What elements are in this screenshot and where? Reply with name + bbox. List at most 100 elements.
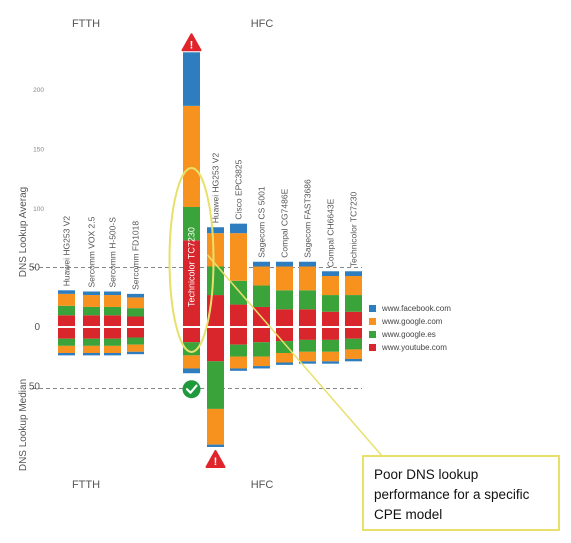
bar-segment-median — [183, 368, 200, 374]
bar-segment-average — [322, 311, 339, 326]
bar-segment-average — [345, 295, 362, 312]
y-axis-title-bottom: DNS Lookup Median — [18, 379, 29, 471]
bar-segment-average — [276, 309, 293, 326]
group-label-bottom-hfc: HFC — [251, 479, 274, 491]
category-label: Technicolor TC7230 — [349, 192, 359, 268]
bar-segment-median — [322, 361, 339, 364]
bar-segment-median — [299, 328, 316, 340]
bar-segment-average — [83, 306, 100, 316]
bar-segment-median — [299, 351, 316, 362]
bar-segment-average — [104, 306, 121, 316]
y-tick-label: 50 — [29, 263, 41, 274]
bar-segment-average — [183, 52, 200, 106]
category-label: Sercomm H-500-S — [108, 217, 118, 288]
bar-segment-median — [299, 361, 316, 364]
bar-segment-average — [104, 291, 121, 296]
bar-segment-median — [83, 328, 100, 339]
bar-segment-average — [58, 305, 75, 316]
bar-segment-median — [104, 328, 121, 339]
legend-label: www.facebook.com — [381, 304, 451, 313]
bar-segment-average — [58, 290, 75, 294]
warning-mark: ! — [190, 39, 194, 51]
bar-segment-median — [230, 368, 247, 371]
bar-segment-average — [183, 240, 200, 326]
y-tick-label: 100 — [33, 206, 44, 213]
bar-segment-average — [83, 315, 100, 326]
bar-segment-average — [253, 266, 270, 286]
bar-segment-median — [207, 328, 224, 362]
bar-segment-median — [127, 351, 144, 355]
bar-segment-average — [58, 293, 75, 306]
bar-segment-median — [183, 342, 200, 356]
bar-segment-average — [322, 276, 339, 296]
bar-segment-average — [127, 308, 144, 317]
bar-segment-average — [207, 266, 224, 296]
bar-segment-median — [253, 356, 270, 367]
bar-segment-average — [322, 271, 339, 277]
category-label: Sercomm VOX 2.5 — [87, 216, 97, 287]
legend-label: www.google.com — [381, 317, 443, 326]
bar-segment-average — [299, 261, 316, 267]
bar-segment-median — [127, 337, 144, 345]
bar-segment-median — [253, 342, 270, 357]
warning-triangle-icon-bottom — [205, 450, 226, 468]
bar-segment-average — [83, 295, 100, 307]
category-label: Huawei HG253 V2 — [62, 216, 72, 287]
bar-segment-median — [104, 338, 121, 346]
group-label-top-ftth: FTTH — [72, 18, 100, 30]
bar-segment-median — [276, 328, 293, 342]
checkmark-path — [185, 384, 198, 394]
bar-segment-average — [207, 227, 224, 234]
legend-label: www.youtube.com — [381, 343, 447, 352]
bar-segment-median — [253, 366, 270, 369]
y-tick-label: 0 — [34, 322, 40, 333]
bar-segment-median — [253, 328, 270, 343]
bar-segment-median — [207, 408, 224, 445]
y-axis-title-top: DNS Lookup Averag — [18, 187, 29, 277]
category-label: Technicolor TC7230 — [187, 227, 197, 307]
bar-segment-median — [322, 351, 339, 362]
bar-segment-median — [127, 328, 144, 338]
bar-segment-median — [83, 338, 100, 346]
bar-segment-average — [276, 261, 293, 267]
bar-segment-average — [299, 290, 316, 310]
bar-segment-median — [83, 345, 100, 353]
bar-segment-median — [104, 352, 121, 356]
category-label: Huawei HG253 V2 — [211, 153, 221, 224]
category-label: Sagecom FAST3686 — [303, 179, 313, 258]
bar-segment-median — [345, 328, 362, 339]
bar-segment-average — [83, 291, 100, 296]
legend-swatch — [369, 344, 376, 351]
bar-segment-average — [230, 304, 247, 326]
bar-segment-median — [58, 352, 75, 356]
y-tick-label: 200 — [33, 87, 44, 94]
bar-segment-average — [183, 105, 200, 207]
bar-segment-median — [83, 352, 100, 356]
bar-segment-average — [104, 295, 121, 307]
warning-triangle-icon — [181, 33, 202, 52]
bar-segment-average — [345, 311, 362, 326]
bar-segment-median — [58, 338, 75, 346]
bar-segment-average — [322, 295, 339, 312]
bar-segment-median — [183, 355, 200, 369]
y-tick-label-bottom: 50 — [29, 382, 41, 393]
bar-segment-median — [230, 344, 247, 357]
bar-segment-average — [127, 297, 144, 309]
bar-segment-median — [322, 328, 339, 340]
highlight-ellipse — [168, 167, 215, 353]
bar-segment-average — [127, 293, 144, 298]
checkmark-circle-icon — [182, 380, 201, 399]
bar-segment-median — [276, 341, 293, 353]
category-label: Sagecom CS 5001 — [257, 186, 267, 258]
bar-segment-average — [127, 316, 144, 326]
bar-segment-average — [345, 271, 362, 277]
bar-segment-median — [183, 328, 200, 343]
bar-segment-average — [207, 233, 224, 267]
category-label: Compal CG7486E — [280, 188, 290, 257]
bar-segment-median — [276, 362, 293, 365]
bar-segment-average — [276, 290, 293, 310]
bar-segment-median — [58, 328, 75, 339]
legend-swatch — [369, 318, 376, 325]
bar-segment-average — [299, 309, 316, 326]
